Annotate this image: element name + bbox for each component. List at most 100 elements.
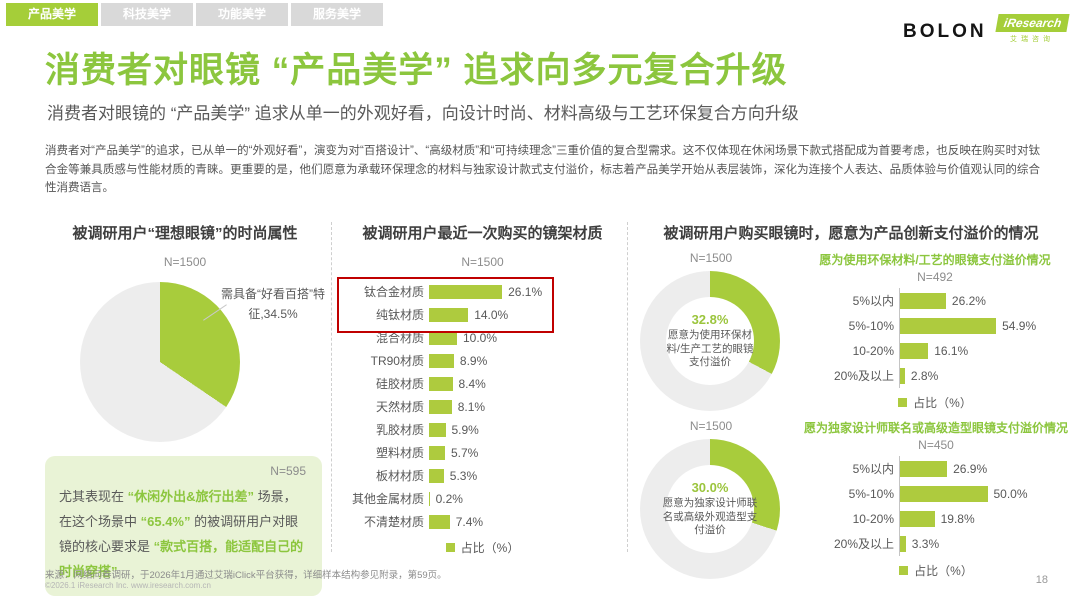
bar-label: TR90材质 <box>370 354 424 368</box>
insight-highlight: “休闲外出&旅行出差” <box>127 489 255 504</box>
copyright-note: ©2026.1 iResearch Inc. www.iresearch.com… <box>45 581 211 590</box>
bar-label: 塑料材质 <box>375 446 424 460</box>
chart-legend: 占比（%） <box>804 562 1068 579</box>
donut-percentage: 32.8% <box>691 312 729 328</box>
bar-label: 钛合金材质 <box>363 285 424 299</box>
sample-size-label: N=450 <box>918 438 954 452</box>
bar-label: 乳胶材质 <box>375 423 424 437</box>
sample-size-label: N=492 <box>917 270 953 284</box>
bar-label: 10-20% <box>852 343 894 358</box>
donut-label: 愿意为独家设计师联名或高级外观造型支付溢价 <box>662 497 758 537</box>
donut-column: N=1500 32.8% 愿意为使用环保材料/生产工艺的眼镜支付溢价 <box>636 245 804 411</box>
iresearch-logo: iResearch 艾瑞咨询 <box>995 14 1070 44</box>
bar <box>900 460 948 477</box>
legend-swatch-icon <box>445 543 455 552</box>
bar-label: 硅胶材质 <box>375 377 424 391</box>
bar-row: 5%以内 26.2% <box>804 288 1066 313</box>
top-tab-bar: 产品美学 科技美学 功能美学 服务美学 <box>6 3 383 26</box>
bar <box>900 535 906 552</box>
insight-highlight: “65.4%” <box>140 514 191 529</box>
bar <box>900 342 929 359</box>
bolon-logo: BOLON <box>903 21 987 42</box>
bars-column: 愿为独家设计师联名或高级造型眼镜支付溢价情况 N=450 5%以内 26.9% 5… <box>804 413 1068 579</box>
bar-row: 板材材质 5.3% <box>340 464 625 487</box>
sample-size-label: N=1500 <box>163 255 207 269</box>
bar-label: 5%-10% <box>848 486 894 501</box>
bar-value: 26.9% <box>953 461 988 476</box>
bar <box>900 485 988 502</box>
bar-chart: 5%以内 26.9% 5%-10% 50.0% 10-20% 19.8% 20%及以上… <box>804 456 1068 556</box>
bar <box>429 284 503 299</box>
bar-value: 8.4% <box>458 376 486 391</box>
bar-row: 钛合金材质 26.1% <box>340 280 625 303</box>
chart-title: 被调研用户“理想眼镜”的时尚属性 <box>72 225 298 242</box>
bar-row: 其他金属材质 0.2% <box>340 487 625 510</box>
bar-row: 20%及以上 3.3% <box>804 531 1068 556</box>
bar-value: 26.2% <box>951 293 986 308</box>
bar <box>429 376 453 391</box>
insight-text: 尤其表现在 “休闲外出&旅行出差” 场景，在这个场景中 “65.4%” 的被调研… <box>59 484 308 584</box>
bar-value: 5.7% <box>451 445 479 460</box>
bar <box>429 399 452 414</box>
bar-row: 混合材质 10.0% <box>340 326 625 349</box>
page-number: 18 <box>1035 574 1048 586</box>
bar-axis <box>899 338 929 363</box>
bar-row: 天然材质 8.1% <box>340 395 625 418</box>
donut-column: N=1500 30.0% 愿意为独家设计师联名或高级外观造型支付溢价 <box>636 413 804 579</box>
bar-chart: 5%以内 26.2% 5%-10% 54.9% 10-20% 16.1% 20%及以上… <box>804 288 1066 388</box>
bar-value: 50.0% <box>993 486 1028 501</box>
bar-label: 5%-10% <box>848 318 894 333</box>
bar-label: 其他金属材质 <box>351 492 424 506</box>
donut-chart: 32.8% 愿意为使用环保材料/生产工艺的眼镜支付溢价 <box>640 271 780 411</box>
insight-segment: 尤其表现在 <box>59 489 128 504</box>
bar-label: 10-20% <box>852 511 894 526</box>
panel-fashion-attribute: 被调研用户“理想眼镜”的时尚属性 N=1500 需具备“好看百搭”特征,34.5… <box>45 220 325 596</box>
tab-function-aesthetics[interactable]: 功能美学 <box>196 3 288 26</box>
bar-row: 5%以内 26.9% <box>804 456 1068 481</box>
panel-divider <box>331 222 332 552</box>
bar-row: 塑料材质 5.7% <box>340 441 625 464</box>
bars-column: 愿为使用环保材料/工艺的眼镜支付溢价情况 N=492 5%以内 26.2% 5%-… <box>804 245 1066 411</box>
bar <box>900 292 946 309</box>
source-note: 来源：网络问卷调研，于2026年1月通过艾瑞iClick平台获得，详细样本结构参… <box>45 570 447 581</box>
bar-axis <box>899 531 906 556</box>
bar-row: 不清楚材质 7.4% <box>340 510 625 533</box>
tab-product-aesthetics[interactable]: 产品美学 <box>6 3 98 26</box>
bar-value: 5.9% <box>451 422 479 437</box>
bar-value: 26.1% <box>508 284 543 299</box>
tab-service-aesthetics[interactable]: 服务美学 <box>291 3 383 26</box>
bar-value: 10.0% <box>463 330 498 345</box>
insight-segment: 的被调研用户对眼镜的核心要求是 <box>59 514 299 554</box>
donut-chart: 30.0% 愿意为独家设计师联名或高级外观造型支付溢价 <box>640 439 780 579</box>
bar <box>429 330 457 345</box>
tab-tech-aesthetics[interactable]: 科技美学 <box>101 3 193 26</box>
bar <box>429 514 450 529</box>
legend-label: 占比（%） <box>913 396 972 410</box>
chart-legend: 占比（%） <box>340 539 625 556</box>
chart-title: 被调研用户购买眼镜时，愿意为产品创新支付溢价的情况 <box>663 225 1039 242</box>
bar-value: 2.8% <box>910 368 939 383</box>
bar-row: 10-20% 16.1% <box>804 338 1066 363</box>
bar-label: 20%及以上 <box>833 369 894 383</box>
bar <box>900 317 997 334</box>
bar-value: 3.3% <box>911 536 940 551</box>
donut-label: 愿意为使用环保材料/生产工艺的眼镜支付溢价 <box>666 329 754 369</box>
bar <box>429 353 454 368</box>
legend-label: 占比（%） <box>460 541 520 555</box>
bar-axis <box>899 363 905 388</box>
bar <box>429 422 446 437</box>
bar-row: 5%-10% 50.0% <box>804 481 1068 506</box>
bar-row: 20%及以上 2.8% <box>804 363 1066 388</box>
insight-segment: 场景，在这个场景中 <box>59 489 297 529</box>
bar <box>900 510 935 527</box>
panel-divider <box>627 222 628 552</box>
bar-value: 0.2% <box>435 491 463 506</box>
bar-value: 5.3% <box>449 468 478 483</box>
summary-paragraph: 消费者对“产品美学”的追求，已从单一的“外观好看”，演变为对“百搭设计”、“高级… <box>45 145 1040 194</box>
sample-size-label: N=1500 <box>461 255 504 269</box>
iresearch-chinese-name: 艾瑞咨询 <box>1010 36 1054 43</box>
donut-percentage: 30.0% <box>691 480 729 496</box>
bar-label: 5%以内 <box>852 462 894 476</box>
bar-row: 纯钛材质 14.0% <box>340 303 625 326</box>
